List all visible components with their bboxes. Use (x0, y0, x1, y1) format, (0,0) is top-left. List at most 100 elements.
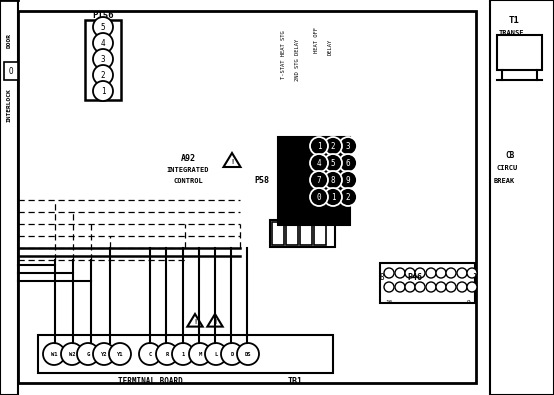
Text: 3: 3 (306, 214, 310, 222)
Circle shape (405, 268, 415, 278)
Bar (306, 211, 334, 217)
Circle shape (446, 268, 456, 278)
Bar (490, 0, 554, 395)
Text: T-STAT HEAT STG: T-STAT HEAT STG (280, 31, 285, 79)
Bar (286, 222, 298, 245)
Circle shape (324, 171, 342, 189)
Circle shape (77, 343, 99, 365)
Circle shape (93, 343, 115, 365)
Bar (272, 222, 284, 245)
Bar (380, 263, 475, 303)
Text: C: C (148, 352, 152, 357)
Text: 8: 8 (379, 273, 384, 282)
Text: 16: 16 (385, 301, 392, 305)
Circle shape (339, 171, 357, 189)
Text: !: ! (213, 319, 217, 325)
Circle shape (339, 188, 357, 206)
Text: DS: DS (245, 352, 252, 357)
Text: D: D (230, 352, 234, 357)
Text: 2ND STG DELAY: 2ND STG DELAY (295, 39, 300, 81)
Text: R: R (166, 352, 168, 357)
Circle shape (405, 282, 415, 292)
Circle shape (384, 282, 394, 292)
Text: G: G (86, 352, 90, 357)
Text: TERMINAL BOARD: TERMINAL BOARD (117, 378, 182, 386)
Circle shape (109, 343, 131, 365)
Text: 8: 8 (331, 175, 335, 184)
Text: 4: 4 (317, 158, 321, 167)
Circle shape (426, 282, 436, 292)
Circle shape (324, 137, 342, 155)
Text: CB: CB (505, 150, 515, 160)
Text: L: L (214, 352, 218, 357)
Circle shape (93, 65, 113, 85)
Text: 2: 2 (290, 214, 294, 222)
Circle shape (310, 188, 328, 206)
Text: CONTROL: CONTROL (173, 178, 203, 184)
Polygon shape (223, 153, 240, 167)
Circle shape (310, 137, 328, 155)
Circle shape (237, 343, 259, 365)
Text: Y2: Y2 (101, 352, 107, 357)
Text: BREAK: BREAK (494, 178, 515, 184)
Circle shape (467, 268, 477, 278)
Circle shape (467, 282, 477, 292)
Text: !: ! (230, 159, 234, 165)
Text: 5: 5 (331, 158, 335, 167)
Circle shape (457, 268, 467, 278)
Text: 1: 1 (317, 141, 321, 150)
Bar (4, 62, 18, 80)
Circle shape (93, 49, 113, 69)
Text: !: ! (193, 319, 197, 325)
Circle shape (426, 268, 436, 278)
Circle shape (310, 154, 328, 172)
Circle shape (457, 282, 467, 292)
Circle shape (436, 282, 446, 292)
Circle shape (339, 137, 357, 155)
Circle shape (339, 154, 357, 172)
Polygon shape (207, 314, 223, 327)
Circle shape (93, 81, 113, 101)
Text: 1: 1 (276, 214, 280, 222)
Text: INTERLOCK: INTERLOCK (7, 88, 12, 122)
Text: 2: 2 (101, 70, 105, 79)
Circle shape (415, 282, 425, 292)
Bar (314, 222, 326, 245)
Bar (0, 0, 18, 395)
Circle shape (415, 268, 425, 278)
Bar (270, 220, 335, 247)
Circle shape (93, 33, 113, 53)
Circle shape (139, 343, 161, 365)
Text: DELAY: DELAY (327, 39, 332, 55)
Circle shape (324, 154, 342, 172)
Text: 3: 3 (101, 55, 105, 64)
Text: 1: 1 (331, 192, 335, 201)
Text: CIRCU: CIRCU (496, 165, 517, 171)
Bar (85, 20, 121, 100)
Bar (38, 335, 333, 373)
Text: TB1: TB1 (288, 378, 302, 386)
Text: HEAT OFF: HEAT OFF (314, 27, 319, 53)
Text: 4: 4 (101, 38, 105, 47)
Text: 1: 1 (181, 352, 184, 357)
Circle shape (446, 282, 456, 292)
Polygon shape (187, 314, 203, 327)
Text: 1: 1 (471, 273, 476, 282)
Circle shape (189, 343, 211, 365)
Circle shape (156, 343, 178, 365)
Circle shape (324, 188, 342, 206)
Text: 4: 4 (320, 214, 324, 222)
Circle shape (436, 268, 446, 278)
Circle shape (384, 268, 394, 278)
Text: O: O (9, 66, 13, 75)
Text: T1: T1 (509, 15, 520, 24)
Text: Y1: Y1 (117, 352, 123, 357)
Circle shape (310, 171, 328, 189)
Text: W2: W2 (69, 352, 75, 357)
Text: 7: 7 (317, 175, 321, 184)
Text: 3: 3 (346, 141, 350, 150)
Text: 1: 1 (101, 87, 105, 96)
Text: 9: 9 (466, 301, 470, 305)
Circle shape (172, 343, 194, 365)
Text: 6: 6 (346, 158, 350, 167)
